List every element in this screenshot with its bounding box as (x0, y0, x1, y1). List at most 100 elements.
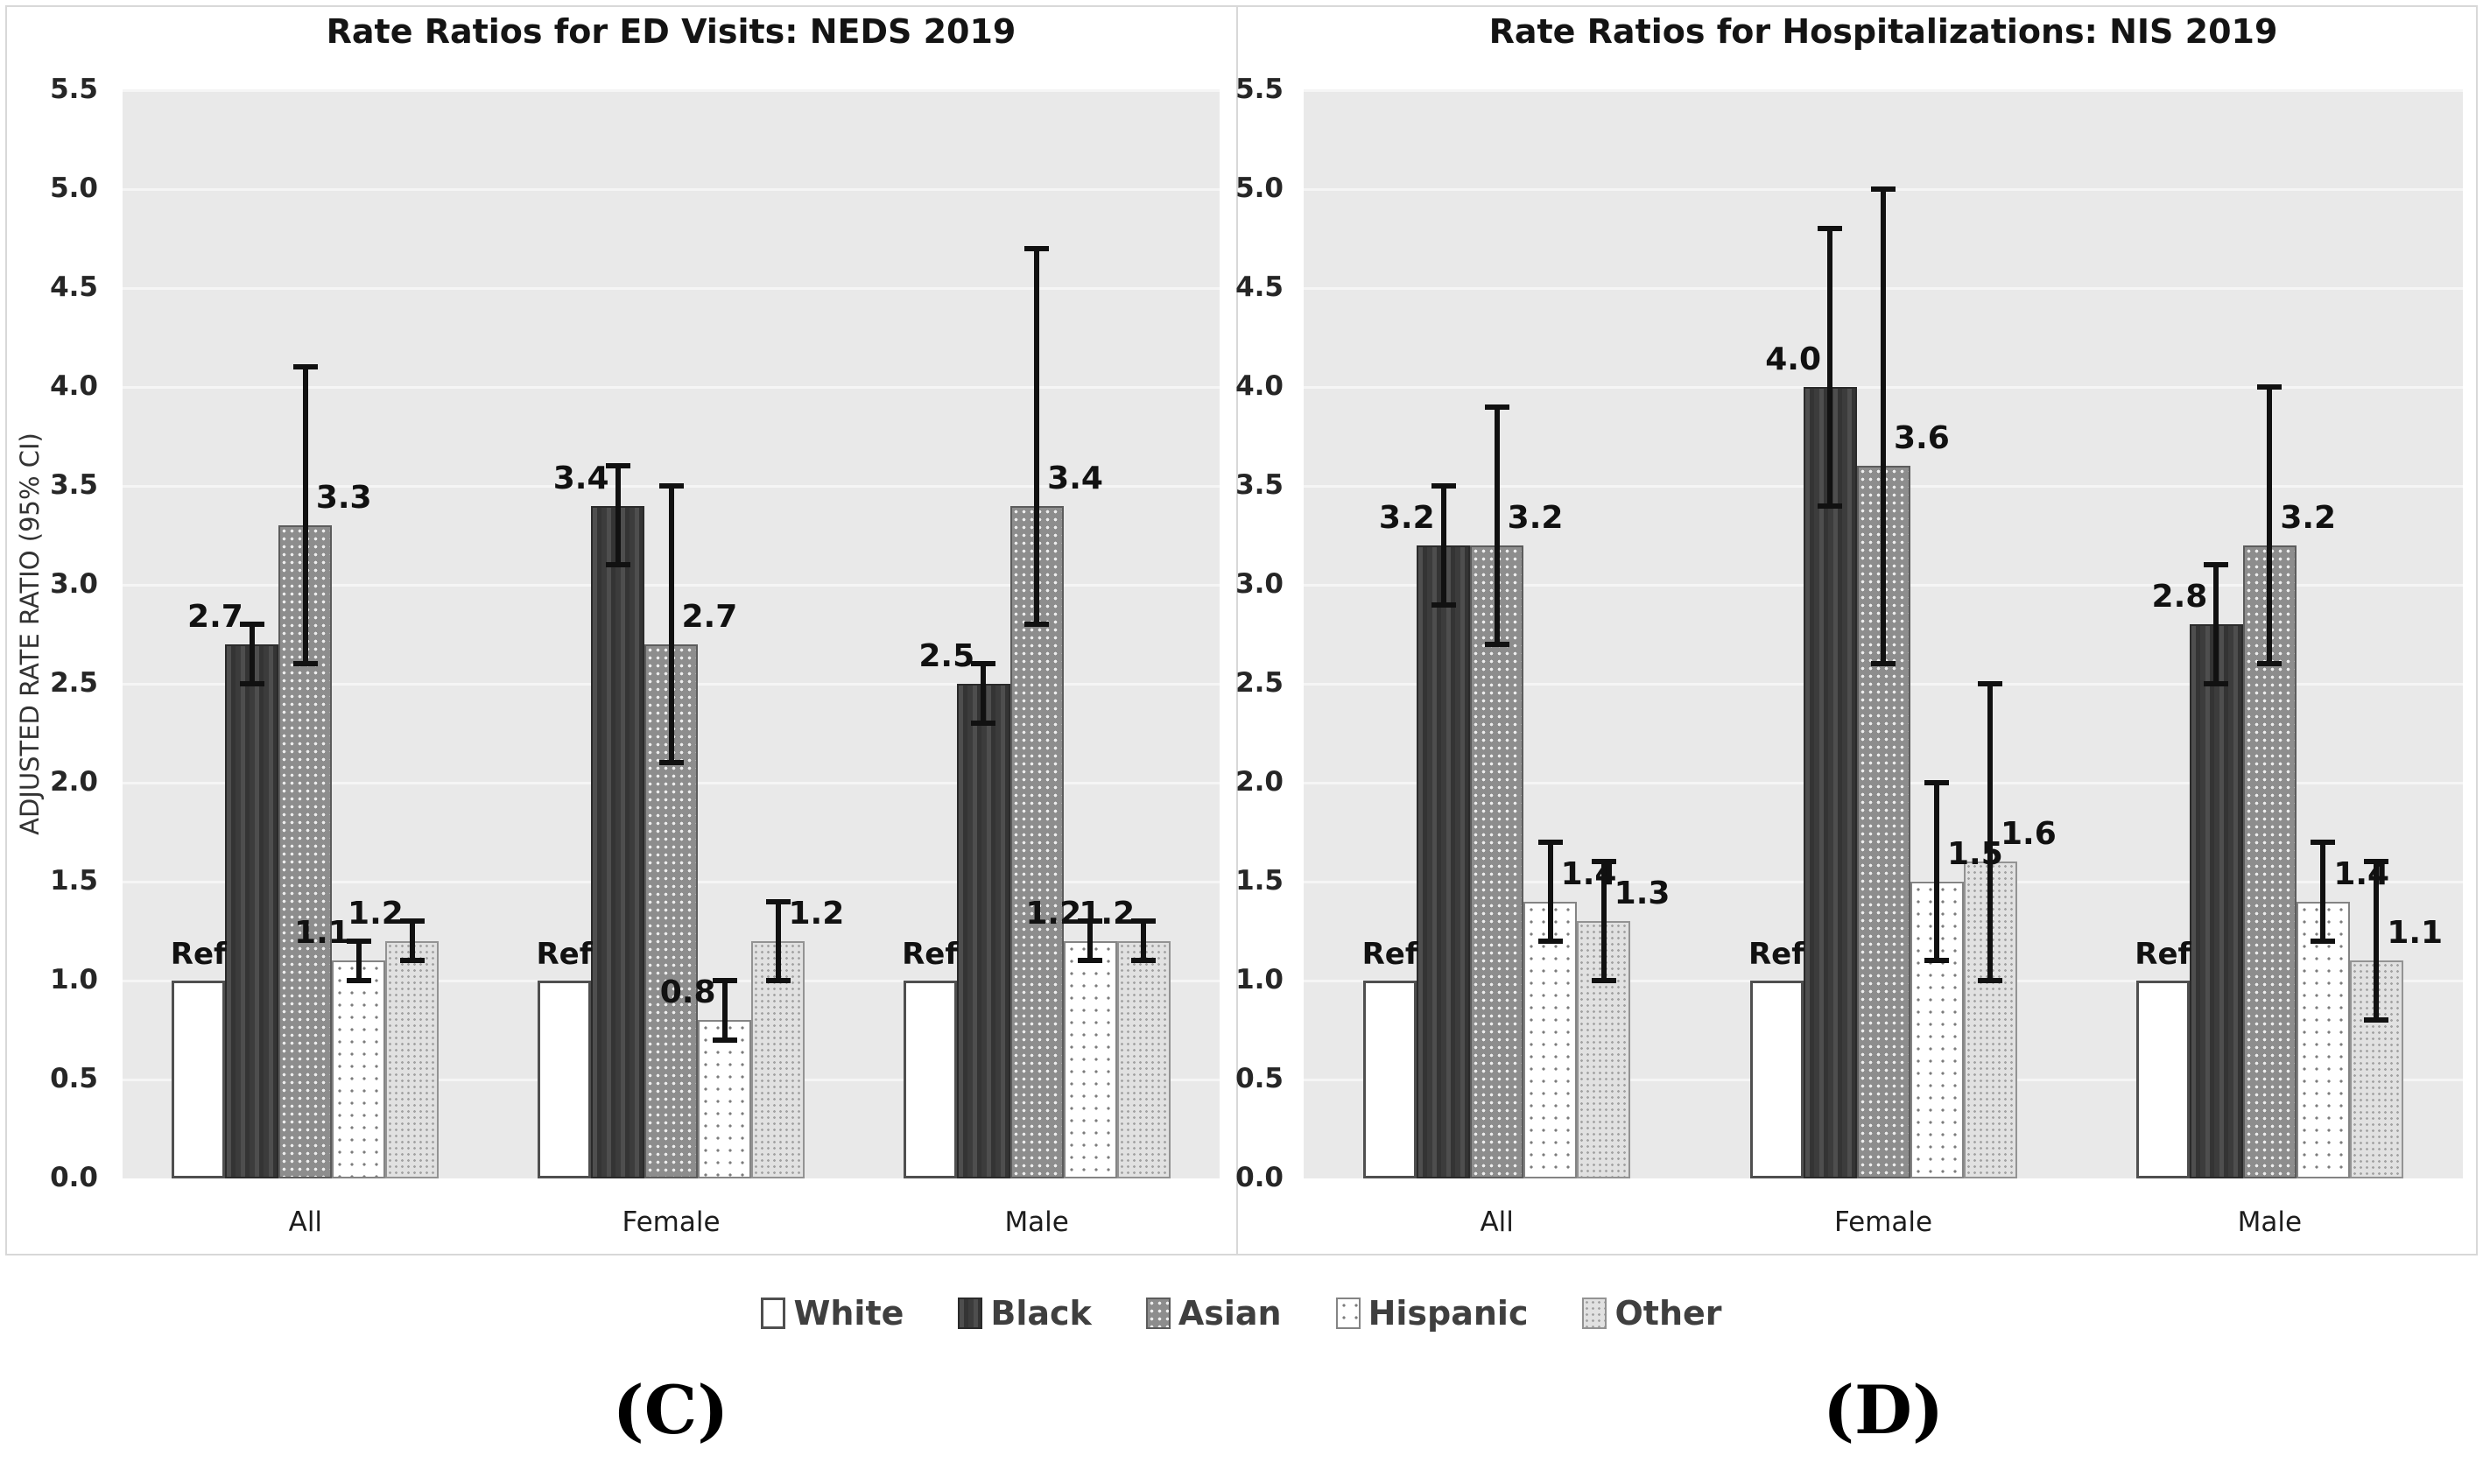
bar-white-male (903, 981, 957, 1178)
y-tick-label: 3.5 (50, 469, 98, 501)
value-label: 2.7 (681, 598, 738, 635)
ref-label: Ref (1748, 937, 1805, 972)
error-bar (2213, 565, 2219, 684)
error-bar-cap-top (346, 938, 371, 944)
legend-label: Other (1614, 1294, 1722, 1333)
error-bar-cap-bottom (292, 661, 318, 667)
error-bar-cap-top (765, 898, 791, 904)
bar-black-all (225, 644, 279, 1178)
y-tick-label: 0.0 (1235, 1162, 1284, 1193)
error-bar-cap-top (292, 364, 318, 370)
value-label: 1.2 (1079, 895, 1136, 932)
error-bar (1881, 189, 1886, 665)
y-tick-label: 0.5 (50, 1063, 98, 1094)
y-tick-label: 3.5 (1235, 469, 1284, 501)
error-bar (1547, 841, 1553, 941)
gridline (123, 188, 1220, 191)
value-label: 0.8 (659, 974, 716, 1011)
legend-swatch-hispanic-icon (1335, 1298, 1361, 1329)
legend-label: White (793, 1294, 904, 1333)
y-tick-label: 4.5 (1235, 271, 1284, 303)
error-bar (775, 901, 781, 981)
error-bar-cap-top (1484, 404, 1509, 410)
error-bar-cap-top (1871, 186, 1896, 192)
y-tick-label: 2.5 (50, 667, 98, 699)
legend-item-white: White (761, 1294, 904, 1333)
value-label: 2.8 (2151, 579, 2208, 615)
error-bar (1440, 486, 1446, 605)
bar-white-female (1749, 981, 1804, 1178)
error-bar-cap-top (1078, 918, 1103, 925)
error-bar-cap-bottom (1978, 978, 2002, 983)
error-bar-cap-bottom (1131, 958, 1157, 964)
y-tick-label: 4.0 (50, 370, 98, 402)
error-bar-cap-bottom (1924, 958, 1949, 964)
bar-hispanic-male (2296, 901, 2350, 1178)
error-bar-cap-top (2311, 839, 2336, 845)
ref-label: Ref (536, 937, 593, 972)
error-bar-cap-top (2364, 859, 2389, 865)
error-bar (1087, 921, 1094, 961)
error-bar (249, 624, 255, 684)
y-tick-label: 4.5 (50, 271, 98, 303)
legend: White Black Asian Hispanic Other (0, 1294, 2483, 1333)
x-category-label: Female (1833, 1206, 1933, 1238)
gridline (123, 89, 1220, 92)
bar-black-male (2189, 624, 2243, 1178)
value-label: 1.2 (348, 895, 404, 932)
error-bar-cap-top (399, 918, 425, 925)
error-bar-cap-bottom (1537, 938, 1563, 944)
value-label: 3.4 (552, 460, 609, 496)
error-bar-cap-bottom (1078, 958, 1103, 964)
bar-hispanic-male (1063, 940, 1117, 1178)
bar-asian-all (1470, 545, 1524, 1178)
bar-hispanic-all (1523, 901, 1578, 1178)
legend-label: Black (990, 1294, 1092, 1333)
error-bar (1034, 248, 1040, 625)
bar-other-male (1116, 940, 1171, 1178)
x-category-label: All (288, 1206, 323, 1238)
ref-label: Ref (1361, 937, 1418, 972)
value-label: 1.5 (1947, 836, 2003, 872)
error-bar-cap-top (2204, 562, 2229, 568)
bar-white-all (1363, 981, 1417, 1178)
y-tick-label: 5.0 (1235, 172, 1284, 204)
bar-other-all (385, 940, 440, 1178)
bar-black-female (1803, 387, 1857, 1178)
chart-title-left: Rate Ratios for ED Visits: NEDS 2019 (326, 12, 1016, 51)
value-label: 1.6 (2001, 816, 2057, 853)
error-bar-cap-bottom (399, 958, 425, 964)
error-bar-cap-top (712, 978, 737, 983)
value-label: 2.7 (187, 598, 243, 635)
y-tick-label: 2.0 (50, 766, 98, 798)
value-label: 4.0 (1765, 341, 1821, 377)
error-bar-cap-bottom (971, 721, 996, 727)
panel-letter-d: (D) (1823, 1371, 1944, 1449)
y-tick-label: 0.0 (50, 1162, 98, 1193)
y-tick-label: 2.5 (1235, 667, 1284, 699)
legend-swatch-white-icon (761, 1298, 786, 1329)
error-bar (668, 486, 674, 763)
legend-item-black: Black (958, 1294, 1092, 1333)
value-label: 3.6 (1894, 420, 1950, 457)
error-bar-cap-top (239, 622, 264, 628)
panel-letter-c: (C) (612, 1371, 729, 1449)
legend-swatch-other-icon (1582, 1298, 1607, 1329)
legend-swatch-black-icon (958, 1298, 983, 1329)
y-tick-label: 4.0 (1235, 370, 1284, 402)
error-bar (1987, 684, 1993, 981)
error-bar-cap-top (1818, 226, 1842, 232)
y-tick-label: 2.0 (1235, 766, 1284, 798)
bar-black-male (956, 684, 1010, 1178)
y-tick-label: 1.5 (1235, 865, 1284, 897)
error-bar-cap-top (1924, 780, 1949, 785)
y-tick-label: 1.5 (50, 865, 98, 897)
error-bar-cap-top (1431, 483, 1456, 489)
error-bar-cap-bottom (2204, 681, 2229, 686)
value-label: 3.3 (315, 480, 372, 517)
legend-item-other: Other (1582, 1294, 1722, 1333)
error-bar (1600, 862, 1607, 981)
error-bar (302, 367, 308, 665)
y-tick-label: 0.5 (1235, 1063, 1284, 1094)
error-bar-cap-bottom (765, 978, 791, 983)
